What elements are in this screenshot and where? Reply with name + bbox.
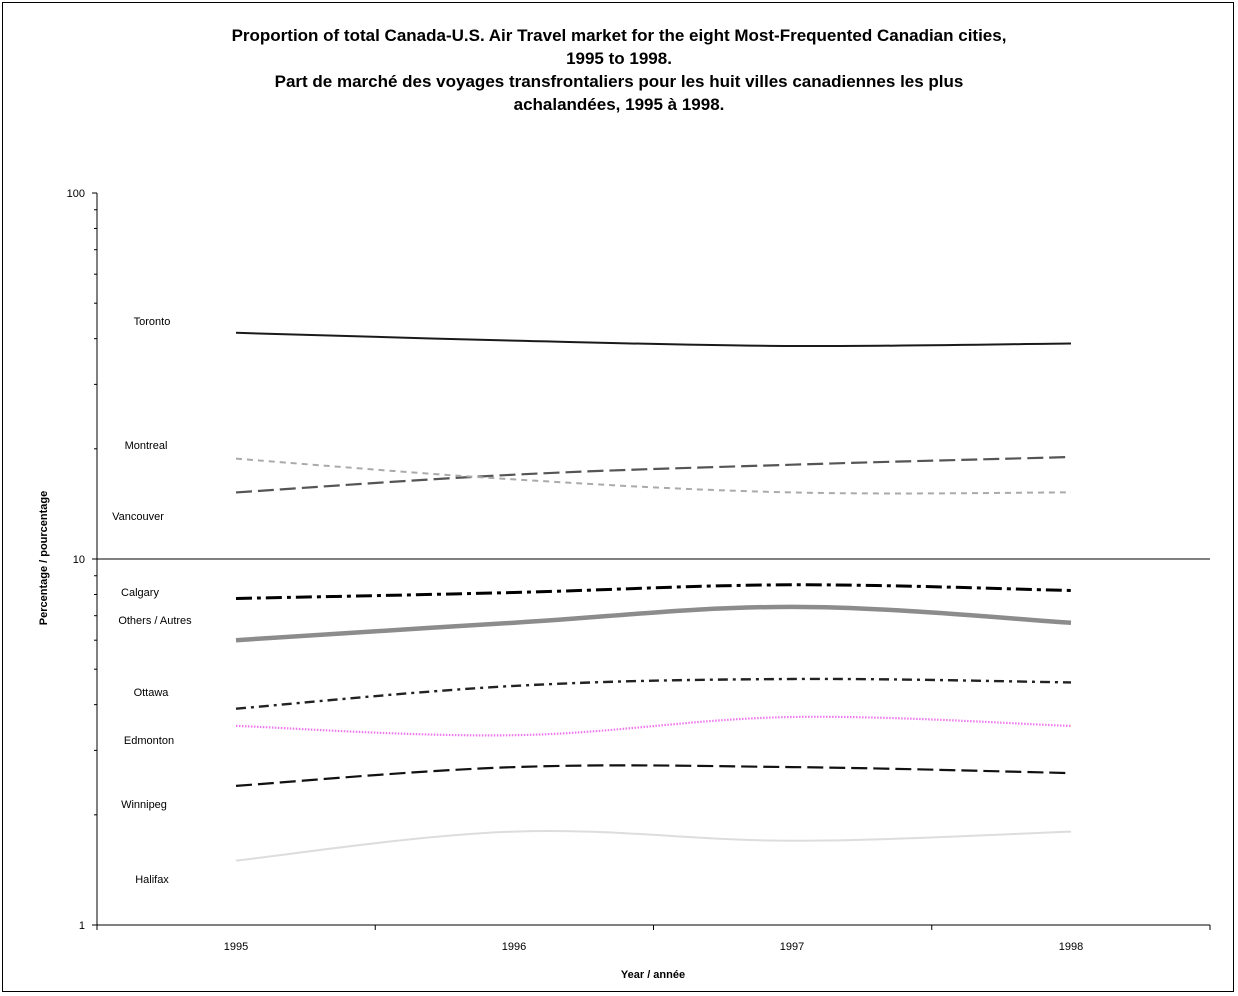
series-label-winnipeg: Winnipeg <box>121 799 167 811</box>
x-tick-label: 1996 <box>502 941 526 953</box>
series-line-ottawa <box>235 677 1072 710</box>
series-label-toronto: Toronto <box>134 316 171 328</box>
x-axis-title: Year / année <box>621 969 685 981</box>
chart-title-line-2: 1995 to 1998. <box>566 49 672 68</box>
chart-title-line-1: Proportion of total Canada-U.S. Air Trav… <box>231 26 1007 45</box>
y-axis-title: Percentage / pourcentage <box>38 491 50 626</box>
y-tick-label: 10 <box>73 554 85 566</box>
chart-title-line-4: achalandées, 1995 à 1998. <box>513 95 725 114</box>
series-labels: Toronto Montreal Vancouver Calgary Others / … <box>112 316 192 886</box>
series-line-toronto <box>235 331 1072 348</box>
x-tick-label: 1997 <box>780 941 804 953</box>
series-label-ottawa: Ottawa <box>134 687 170 699</box>
series-line-winnipeg <box>235 764 1072 787</box>
series-label-others-autres: Others / Autres <box>118 615 192 627</box>
series-line-calgary <box>235 583 1072 600</box>
series-lines <box>235 331 1072 862</box>
x-tick-label: 1995 <box>224 941 248 953</box>
series-line-vancouver <box>235 457 1072 495</box>
series-line-halifax <box>235 829 1072 862</box>
chart-title: Proportion of total Canada-U.S. Air Trav… <box>0 24 1238 116</box>
y-tick-label: 1 <box>79 920 85 932</box>
axes: 1 10 100 1995 1996 1997 1998 <box>67 188 1211 953</box>
series-label-halifax: Halifax <box>135 874 169 886</box>
x-tick-label: 1998 <box>1059 941 1083 953</box>
series-line-edmonton <box>235 715 1072 737</box>
y-tick-label: 100 <box>67 188 85 200</box>
series-label-edmonton: Edmonton <box>124 735 174 747</box>
series-label-vancouver: Vancouver <box>112 511 164 523</box>
series-line-montreal <box>235 455 1072 494</box>
series-label-montreal: Montreal <box>125 440 168 452</box>
series-label-calgary: Calgary <box>121 587 159 599</box>
chart-title-line-3: Part de marché des voyages transfrontali… <box>274 72 964 91</box>
series-line-others-autres <box>235 604 1072 643</box>
